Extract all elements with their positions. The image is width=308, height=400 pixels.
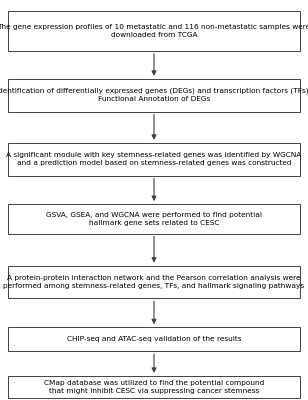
FancyBboxPatch shape (8, 327, 300, 351)
Text: A significant module with key stemness-related genes was identified by WGCNA
and: A significant module with key stemness-r… (6, 152, 302, 166)
Text: Identification of differentially expressed genes (DEGs) and transcription factor: Identification of differentially express… (0, 88, 308, 102)
Text: CMap database was utilized to find the potential compound
that might inhibit CES: CMap database was utilized to find the p… (44, 380, 264, 394)
Text: CHIP-seq and ATAC-seq validation of the results: CHIP-seq and ATAC-seq validation of the … (67, 336, 241, 342)
FancyBboxPatch shape (8, 266, 300, 298)
FancyBboxPatch shape (8, 79, 300, 112)
Text: A protein-protein interaction network and the Pearson correlation analysis were
: A protein-protein interaction network an… (3, 275, 305, 289)
FancyBboxPatch shape (8, 204, 300, 234)
Text: The gene expression profiles of 10 metastatic and 116 non-metastatic samples wer: The gene expression profiles of 10 metas… (0, 24, 308, 38)
FancyBboxPatch shape (8, 143, 300, 176)
FancyBboxPatch shape (8, 376, 300, 398)
FancyBboxPatch shape (8, 11, 300, 51)
Text: GSVA, GSEA, and WGCNA were performed to find potential
hallmark gene sets relate: GSVA, GSEA, and WGCNA were performed to … (46, 212, 262, 226)
